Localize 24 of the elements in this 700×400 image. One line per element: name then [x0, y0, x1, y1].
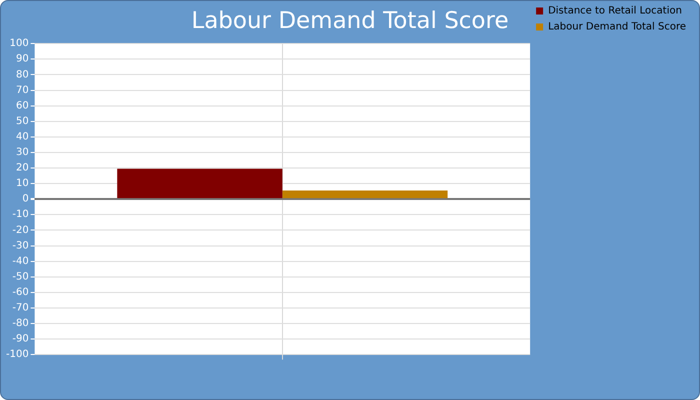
y-tick-label: 20 — [16, 162, 29, 174]
y-tick-label: -90 — [12, 334, 29, 345]
y-tick-label: 10 — [16, 178, 29, 190]
y-tick-label: -50 — [12, 271, 29, 282]
y-tick-label: 80 — [16, 69, 29, 80]
y-tick-label: -40 — [12, 256, 29, 267]
y-tick-label: -60 — [12, 286, 29, 298]
y-tick-label: -70 — [12, 302, 29, 314]
y-tick-label: 90 — [16, 54, 29, 65]
y-tick-label: -30 — [12, 240, 29, 252]
y-tick-label: 50 — [16, 116, 29, 127]
y-tick-label: -10 — [12, 209, 29, 220]
y-tick-label: 40 — [16, 131, 29, 142]
y-tick-label: -100 — [6, 349, 29, 360]
y-tick-label: -20 — [12, 224, 29, 236]
legend-label: Distance to Retail Location — [548, 6, 682, 17]
y-tick-label: 60 — [16, 100, 29, 112]
y-tick-label: 70 — [16, 84, 29, 96]
legend-label: Labour Demand Total Score — [548, 22, 686, 33]
y-tick-label: 0 — [22, 194, 29, 205]
y-tick-label: 30 — [16, 147, 29, 158]
y-tick-label: 100 — [10, 38, 29, 50]
chart-title: Labour Demand Total Score — [191, 8, 509, 34]
y-tick-label: -80 — [12, 318, 29, 330]
